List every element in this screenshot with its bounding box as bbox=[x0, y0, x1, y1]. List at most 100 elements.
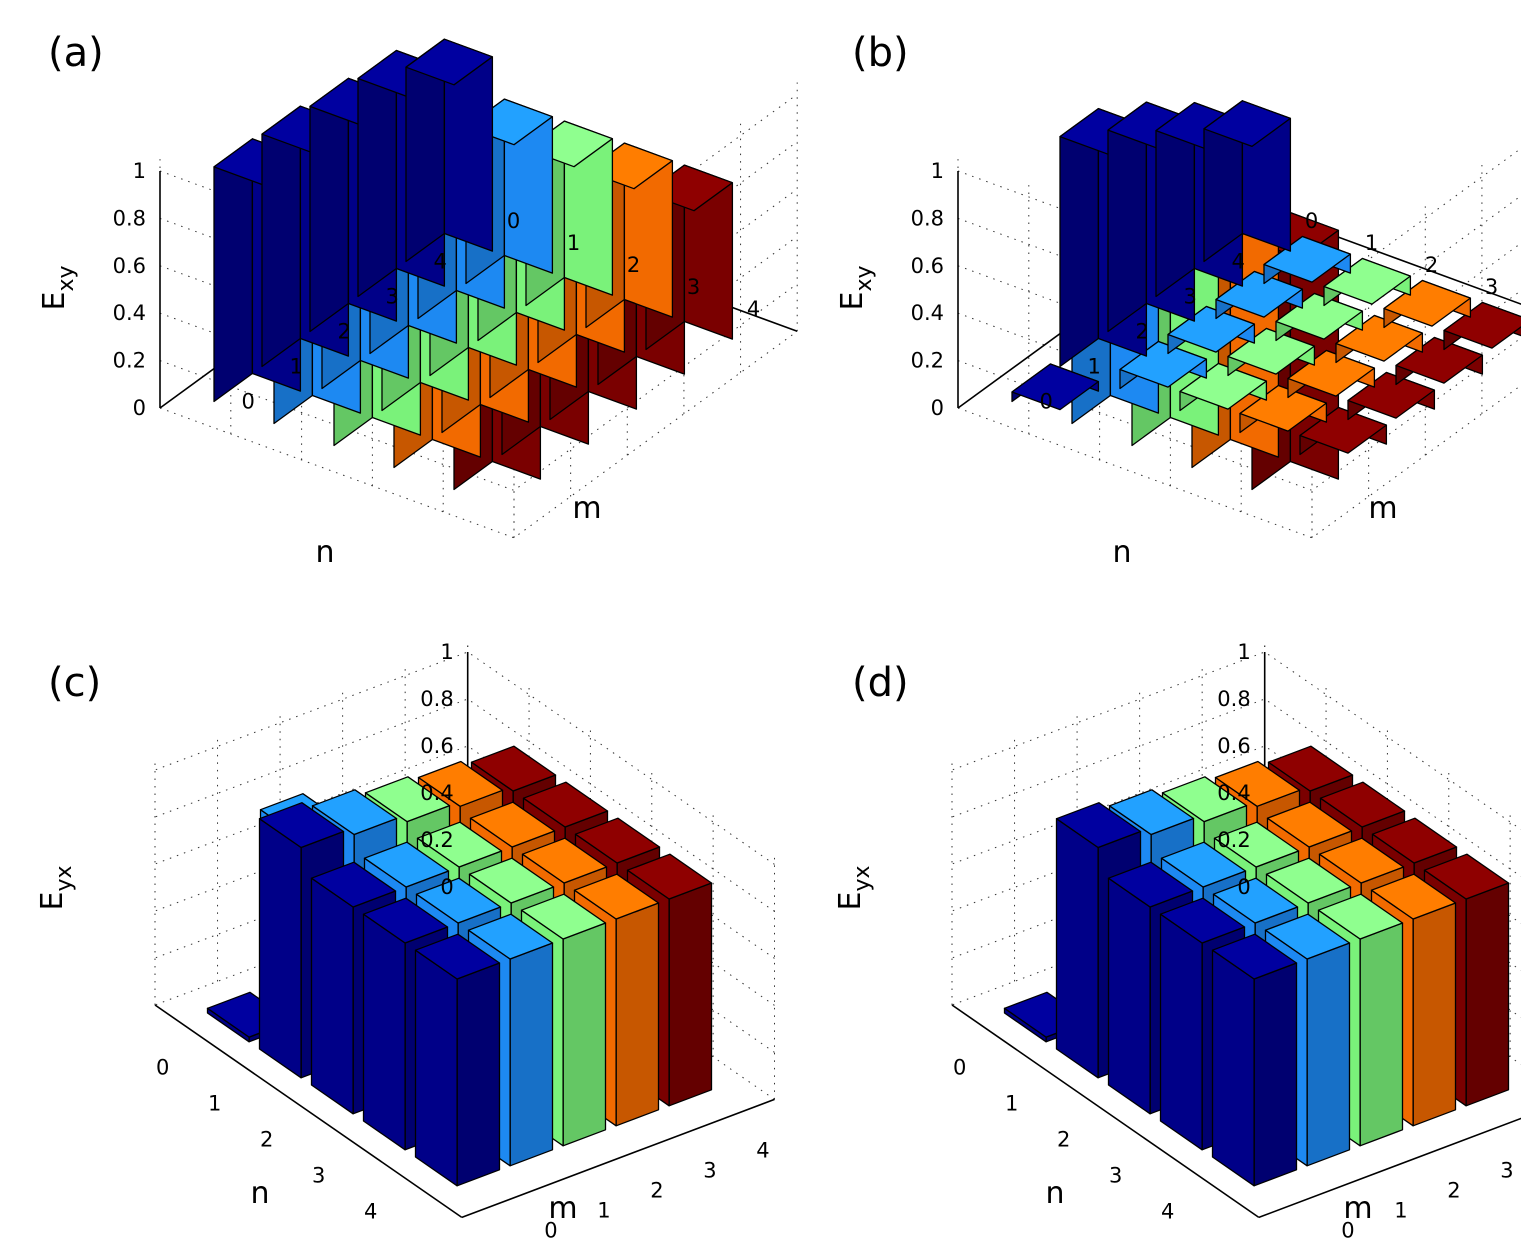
bar-n4-m0 bbox=[1211, 933, 1298, 1187]
z-tick-label: 0.8 bbox=[113, 206, 146, 230]
bar-n4-m4 bbox=[1443, 301, 1521, 351]
n-axis-title: n bbox=[1112, 535, 1131, 570]
bar-side-face bbox=[1359, 922, 1404, 1147]
bar-n0-m4 bbox=[405, 38, 494, 263]
bar-top-face bbox=[310, 861, 397, 908]
bar-top-face bbox=[626, 853, 713, 900]
z-tick-label: 0.4 bbox=[420, 781, 453, 805]
n-tick-label: 4 bbox=[1161, 1199, 1174, 1223]
bar-top-face bbox=[1011, 363, 1100, 411]
m-tick-label: 1 bbox=[1088, 354, 1101, 378]
n-tick-label: 0 bbox=[156, 1055, 169, 1079]
n-tick-label: 0 bbox=[507, 209, 520, 233]
n-tick-label: 3 bbox=[1109, 1163, 1122, 1187]
m-tick-label: 3 bbox=[1500, 1159, 1513, 1183]
panel-d-bars bbox=[1003, 745, 1510, 1187]
m-tick-label: 3 bbox=[386, 284, 399, 308]
bar-n3-m2 bbox=[1287, 349, 1376, 399]
bar-top-face bbox=[1211, 933, 1298, 980]
panel-label: (b) bbox=[852, 30, 909, 76]
n-tick-label: 1 bbox=[208, 1091, 221, 1115]
bar-top-face bbox=[362, 897, 449, 944]
bar-top-face bbox=[1107, 861, 1194, 908]
m-axis-title: m bbox=[572, 491, 601, 526]
bar-top-face bbox=[415, 877, 502, 924]
z-tick-label: 0 bbox=[931, 396, 944, 420]
bar-n0-m4 bbox=[1203, 100, 1292, 263]
bar-top-face bbox=[1370, 873, 1457, 920]
z-tick-label: 0.8 bbox=[1217, 687, 1250, 711]
z-tick-label: 0.8 bbox=[420, 687, 453, 711]
m-tick-label: 3 bbox=[1184, 284, 1197, 308]
z-tick-label: 0.6 bbox=[911, 254, 944, 278]
n-tick-label: 2 bbox=[260, 1127, 273, 1151]
z-axis-title: Eyx bbox=[833, 865, 875, 910]
bar-side-face bbox=[1306, 942, 1351, 1167]
bar-top-face bbox=[1214, 760, 1301, 807]
bar-top-face bbox=[469, 801, 556, 848]
n-axis-title: n bbox=[1045, 1176, 1064, 1211]
bar-top-face bbox=[1423, 853, 1510, 900]
bar-top-face bbox=[574, 817, 661, 864]
panel-label: (d) bbox=[852, 660, 909, 706]
bar-top-face bbox=[364, 776, 451, 823]
panel-c-bars bbox=[206, 745, 713, 1187]
m-tick-label: 2 bbox=[338, 319, 351, 343]
bar-top-face bbox=[414, 933, 501, 980]
n-tick-label: 3 bbox=[312, 1163, 325, 1187]
bar-side-face bbox=[1412, 902, 1457, 1127]
bar-top-face bbox=[520, 893, 607, 940]
n-tick-label: 2 bbox=[1057, 1127, 1070, 1151]
n-axis-line bbox=[154, 1004, 463, 1219]
z-tick-label: 0.2 bbox=[1217, 828, 1250, 852]
bar-top-face bbox=[417, 760, 504, 807]
n-tick-label: 3 bbox=[1485, 275, 1498, 299]
z-tick-label: 0.4 bbox=[911, 301, 944, 325]
panel-label: (a) bbox=[48, 30, 104, 76]
m-tick-label: 2 bbox=[1447, 1179, 1460, 1203]
z-tick-label: 0.6 bbox=[420, 734, 453, 758]
z-axis-title: Exy bbox=[835, 265, 877, 310]
z-axis-title: Eyx bbox=[35, 865, 77, 910]
bar-top-face bbox=[363, 841, 450, 888]
bar-top-face bbox=[1108, 789, 1195, 836]
z-tick-label: 1 bbox=[440, 640, 453, 664]
m-tick-label: 0 bbox=[1341, 1219, 1354, 1239]
bar-top-face bbox=[470, 745, 557, 792]
z-tick-label: 0.8 bbox=[911, 206, 944, 230]
bar-top-face bbox=[521, 837, 608, 884]
bar-top-face bbox=[1161, 776, 1248, 823]
bar-top-face bbox=[1264, 913, 1351, 960]
bar-n0-m0 bbox=[1011, 363, 1100, 411]
bar-top-face bbox=[258, 802, 345, 849]
bar-top-face bbox=[573, 873, 660, 920]
z-axis-title-main: E bbox=[835, 292, 870, 311]
m-tick-label: 4 bbox=[1232, 249, 1245, 273]
z-tick-label: 0.6 bbox=[113, 254, 146, 278]
bar-n4-m0 bbox=[414, 933, 501, 1187]
bar-side-face bbox=[1465, 882, 1510, 1107]
z-axis-title-main: E bbox=[37, 292, 72, 311]
n-tick-label: 2 bbox=[1425, 253, 1438, 277]
bar-top-face bbox=[311, 789, 398, 836]
m-axis-title: m bbox=[1343, 1191, 1372, 1226]
m-tick-label: 2 bbox=[1136, 319, 1149, 343]
bar-top-face bbox=[1317, 893, 1404, 940]
bar-top-face bbox=[1203, 100, 1292, 148]
bar-top-face bbox=[1055, 802, 1142, 849]
m-tick-label: 0 bbox=[1040, 389, 1053, 413]
z-tick-label: 1 bbox=[133, 159, 146, 183]
n-tick-label: 0 bbox=[953, 1055, 966, 1079]
z-axis-title-main: E bbox=[833, 892, 868, 911]
z-tick-label: 1 bbox=[931, 159, 944, 183]
bar-top-face bbox=[1267, 745, 1354, 792]
bar-top-face bbox=[1371, 817, 1458, 864]
n-tick-label: 4 bbox=[364, 1199, 377, 1223]
panel-label: (c) bbox=[48, 660, 101, 706]
n-tick-label: 0 bbox=[1305, 209, 1318, 233]
bar-front-face bbox=[1055, 818, 1099, 1079]
